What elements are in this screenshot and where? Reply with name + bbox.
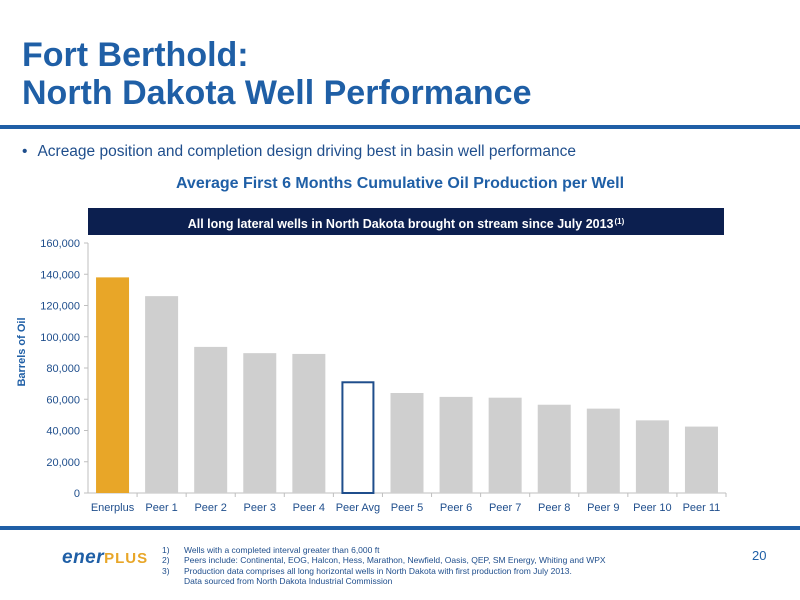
bar-enerplus	[96, 277, 130, 493]
logo-ener: ener	[62, 547, 105, 568]
x-tick-label: Peer 10	[633, 502, 672, 514]
bullet-dot-icon: •	[22, 143, 28, 160]
y-tick-label: 40,000	[46, 426, 80, 438]
bar-peer-6	[439, 396, 473, 493]
bullet-text: Acreage position and completion design d…	[37, 143, 576, 160]
footnote-text: Data sourced from North Dakota Industria…	[184, 575, 393, 586]
x-tick-label: Peer Avg	[336, 502, 380, 514]
chart-banner-footnote-ref: (1)	[614, 217, 625, 226]
enerplus-logo: enerPLUS	[62, 547, 148, 569]
y-tick-label: 80,000	[46, 363, 80, 375]
title-line-2: North Dakota Well Performance	[22, 74, 532, 112]
footnote-1: 1) Wells with a completed interval greate…	[162, 545, 606, 555]
title-line-1: Fort Berthold:	[22, 36, 249, 74]
x-tick-label: Peer 1	[145, 502, 177, 514]
chart-title: Average First 6 Months Cumulative Oil Pr…	[175, 175, 625, 192]
y-tick-label: 20,000	[46, 457, 80, 469]
footnote-2: 2) Peers include: Continental, EOG, Halco…	[162, 555, 606, 565]
footnote-number: 2)	[162, 555, 170, 566]
bar-peer-2	[194, 346, 228, 493]
footnote-text: Wells with a completed interval greater …	[184, 545, 380, 555]
chart-banner: All long lateral wells in North Dakota b…	[88, 208, 724, 235]
page-title: Fort Berthold: North Dakota Well Perform…	[22, 36, 532, 112]
footnote-4: Data sourced from North Dakota Industria…	[162, 576, 606, 586]
y-tick-label: 120,000	[40, 301, 80, 313]
x-tick-label: Enerplus	[91, 502, 135, 514]
footnote-number: 3)	[162, 565, 170, 576]
footnote-text: Production data comprises all long horiz…	[184, 565, 572, 576]
x-tick-label: Peer 8	[538, 502, 570, 514]
bar-peer-10	[635, 420, 669, 493]
footnote-3: 3) Production data comprises all long hor…	[162, 566, 606, 576]
x-tick-label: Peer 2	[194, 502, 226, 514]
footnote-number	[162, 576, 184, 586]
bar-peer-11	[684, 426, 718, 493]
x-tick-label: Peer 4	[293, 502, 325, 514]
chart-banner-text: All long lateral wells in North Dakota b…	[187, 217, 614, 231]
bar-peer-3	[243, 353, 277, 493]
y-tick-label: 140,000	[40, 269, 80, 281]
y-tick-label: 60,000	[46, 394, 80, 406]
y-tick-label: 0	[74, 488, 80, 500]
y-tick-label: 100,000	[40, 332, 80, 344]
x-tick-label: Peer 5	[391, 502, 423, 514]
logo-plus: PLUS	[104, 550, 149, 567]
bar-peer-1	[145, 296, 179, 493]
footnotes: 1) Wells with a completed interval greate…	[162, 545, 606, 586]
bullet-point: • Acreage position and completion design …	[22, 143, 576, 161]
y-tick-label: 160,000	[40, 238, 80, 250]
bar-peer-7	[488, 397, 522, 493]
footnote-number: 1)	[162, 545, 170, 555]
x-tick-label: Peer 7	[489, 502, 521, 514]
bar-peer-4	[292, 353, 326, 493]
bar-peer-9	[586, 408, 620, 493]
title-divider	[0, 125, 800, 129]
bar-peer-avg	[341, 381, 375, 494]
page-number: 20	[752, 548, 767, 563]
footer-divider	[0, 526, 800, 530]
x-tick-label: Peer 9	[587, 502, 619, 514]
bar-peer-8	[537, 404, 571, 493]
x-tick-label: Peer 3	[244, 502, 276, 514]
x-tick-label: Peer 11	[683, 502, 721, 514]
bar-peer-5	[390, 393, 424, 493]
x-tick-label: Peer 6	[440, 502, 472, 514]
footnote-text: Peers include: Continental, EOG, Halcon,…	[184, 555, 606, 566]
